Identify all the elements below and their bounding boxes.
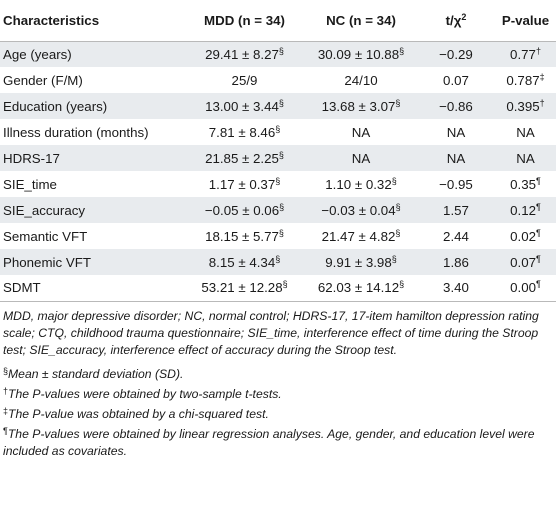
row-label: Illness duration (months)	[3, 124, 149, 140]
header-p-value: P-value	[492, 0, 556, 42]
nc-cell: 24/10	[344, 72, 378, 88]
nc-cell: NA	[351, 150, 371, 166]
nc-cell: −0.03 ± 0.04§	[321, 201, 401, 218]
p-cell: 0.12¶	[510, 201, 541, 218]
row-label: HDRS-17	[3, 150, 60, 166]
table-footnotes: MDD, major depressive disorder; NC, norm…	[0, 302, 556, 460]
stat-cell: 3.40	[420, 275, 492, 302]
row-label: Gender (F/M)	[3, 72, 83, 88]
footnote: †The P-values were obtained by two-sampl…	[3, 383, 553, 403]
footnote-text: The P-values were obtained by linear reg…	[3, 426, 535, 458]
p-cell: 0.77†	[510, 45, 541, 62]
row-label: SDMT	[0, 275, 187, 302]
p-cell: 0.395†	[506, 97, 545, 114]
stat-cell: 1.57	[443, 202, 469, 218]
footnote-text: The P-value was obtained by a chi-square…	[8, 406, 269, 421]
row-label: Semantic VFT	[3, 228, 88, 244]
stat-cell: −0.95	[439, 176, 473, 192]
row-label: SIE_time	[3, 176, 57, 192]
mdd-cell: −0.05 ± 0.06§	[204, 201, 285, 218]
table-row: Illness duration (months) 7.81 ± 8.46§ N…	[0, 119, 556, 145]
footnote-text: The P-values were obtained by two-sample…	[8, 386, 282, 401]
table-row: HDRS-17 21.85 ± 2.25§ NA NA NA	[0, 145, 556, 171]
p-cell: NA	[516, 150, 535, 166]
nc-cell: 62.03 ± 14.12§	[302, 275, 420, 302]
stat-cell: 1.86	[443, 254, 469, 270]
footnote-mark: †	[3, 385, 9, 396]
table-row: SIE_accuracy −0.05 ± 0.06§ −0.03 ± 0.04§…	[0, 197, 556, 223]
p-cell: 0.00¶	[492, 275, 556, 302]
stat-cell: 0.07	[443, 72, 469, 88]
mdd-cell: 7.81 ± 8.46§	[208, 123, 281, 140]
footnote: ‡The P-value was obtained by a chi-squar…	[3, 403, 553, 423]
footnote-text: Mean ± standard deviation (SD).	[8, 366, 184, 381]
mdd-cell: 29.41 ± 8.27§	[205, 45, 284, 62]
characteristics-table: Characteristics MDD (n = 34) NC (n = 34)…	[0, 0, 556, 302]
stat-cell: −0.29	[439, 46, 473, 62]
table-row: SDMT 53.21 ± 12.28§ 62.03 ± 14.12§ 3.40 …	[0, 275, 556, 302]
footnote-mark: §	[3, 365, 9, 376]
nc-cell: 1.10 ± 0.32§	[325, 175, 397, 192]
stat-cell: NA	[446, 150, 466, 166]
table-row: Education (years) 13.00 ± 3.44§ 13.68 ± …	[0, 93, 556, 119]
mdd-cell: 53.21 ± 12.28§	[187, 275, 302, 302]
mdd-cell: 18.15 ± 5.77§	[205, 227, 284, 244]
row-label: Education (years)	[3, 98, 108, 114]
nc-cell: 21.47 ± 4.82§	[321, 227, 401, 244]
table-row: Age (years) 29.41 ± 8.27§ 30.09 ± 10.88§…	[0, 41, 556, 67]
nc-cell: 30.09 ± 10.88§	[317, 45, 405, 62]
table-row: Gender (F/M) 25/9 24/10 0.07 0.787‡	[0, 67, 556, 93]
mdd-cell: 1.17 ± 0.37§	[208, 175, 281, 192]
nc-cell: 13.68 ± 3.07§	[321, 97, 401, 114]
stat-cell: −0.86	[439, 98, 473, 114]
nc-cell: NA	[351, 124, 371, 140]
header-row: Characteristics MDD (n = 34) NC (n = 34)…	[0, 0, 556, 42]
table-row: SIE_time 1.17 ± 0.37§ 1.10 ± 0.32§ −0.95…	[0, 171, 556, 197]
mdd-cell: 8.15 ± 4.34§	[208, 253, 281, 270]
header-t-chi2: t/χ2	[420, 0, 492, 42]
abbreviations-note: MDD, major depressive disorder; NC, norm…	[3, 308, 539, 357]
mdd-cell: 13.00 ± 3.44§	[205, 97, 284, 114]
footnote-mark: ¶	[3, 425, 8, 436]
p-cell: 0.07¶	[510, 253, 541, 270]
footnote: ¶The P-values were obtained by linear re…	[3, 423, 553, 460]
header-characteristics: Characteristics	[0, 0, 187, 42]
footnote: §Mean ± standard deviation (SD).	[3, 363, 553, 383]
p-cell: NA	[516, 124, 535, 140]
nc-cell: 9.91 ± 3.98§	[325, 253, 397, 270]
table-container: Characteristics MDD (n = 34) NC (n = 34)…	[0, 0, 556, 460]
table-row: Semantic VFT 18.15 ± 5.77§ 21.47 ± 4.82§…	[0, 223, 556, 249]
header-nc: NC (n = 34)	[302, 0, 420, 42]
table-row: Phonemic VFT 8.15 ± 4.34§ 9.91 ± 3.98§ 1…	[0, 249, 556, 275]
row-label: SIE_accuracy	[3, 202, 86, 218]
stat-cell: NA	[446, 124, 466, 140]
row-label: Phonemic VFT	[3, 254, 91, 270]
p-cell: 0.02¶	[510, 227, 541, 244]
p-cell: 0.787‡	[506, 71, 545, 88]
mdd-cell: 21.85 ± 2.25§	[205, 149, 284, 166]
p-cell: 0.35¶	[510, 175, 541, 192]
header-mdd: MDD (n = 34)	[187, 0, 302, 42]
mdd-cell: 25/9	[231, 72, 258, 88]
footnote-mark: ‡	[3, 405, 9, 416]
stat-cell: 2.44	[443, 228, 469, 244]
row-label: Age (years)	[3, 46, 72, 62]
